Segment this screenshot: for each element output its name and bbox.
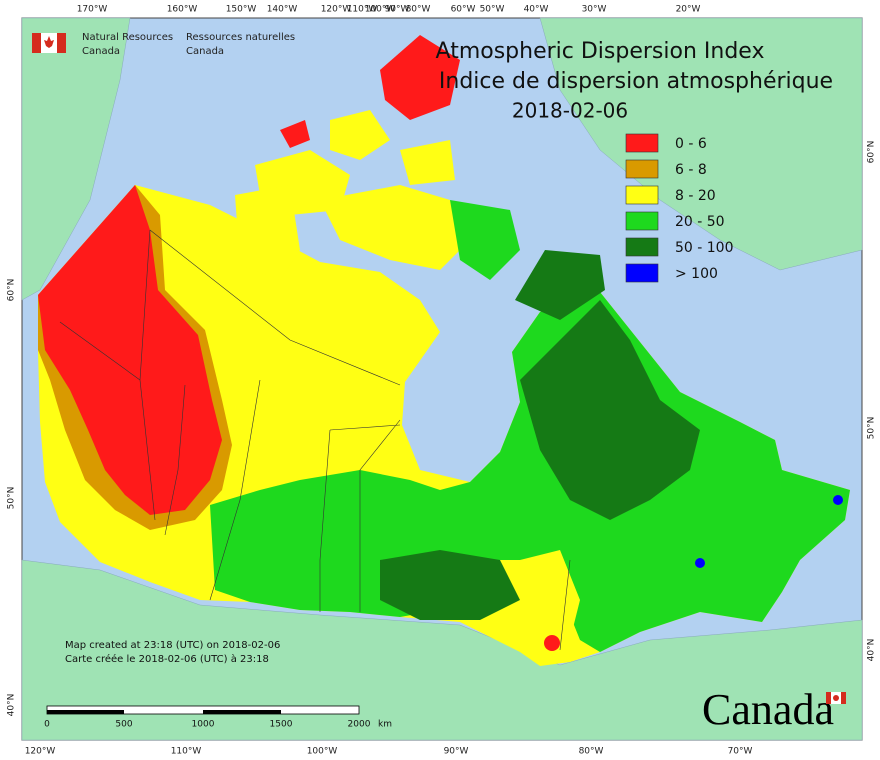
graticule-label: 60°W [451, 5, 476, 15]
agency-name: Ressources naturelles [186, 32, 295, 43]
title: Indice de dispersion atmosphérique [439, 69, 833, 94]
graticule-label: 50°N [867, 417, 877, 440]
graticule-label: 60°N [867, 141, 877, 164]
island [235, 185, 300, 280]
graticule-label: 160°W [167, 5, 198, 15]
legend-swatch [625, 211, 659, 231]
graticule-label: 110°W [171, 747, 202, 757]
island [320, 185, 470, 270]
graticule-label: 30°W [582, 5, 607, 15]
scale-bar-segment [203, 710, 281, 714]
legend-swatch [625, 185, 659, 205]
map-credit: Carte créée le 2018-02-06 (UTC) à 23:18 [65, 653, 269, 665]
graticule-label: 20°W [676, 5, 701, 15]
graticule-label: 40°N [867, 639, 877, 662]
graticule-label: 90°W [444, 747, 469, 757]
legend-swatch [625, 237, 659, 257]
legend-label: 6 - 8 [675, 162, 707, 178]
alaska [21, 17, 131, 301]
scale-label: 500 [115, 720, 132, 730]
island [380, 35, 460, 120]
labels: 170°W 160°W 150°W 140°W 120°W110°W100°W90°W8… [7, 5, 877, 757]
scale-label: 1000 [192, 720, 215, 730]
flag-bar [826, 692, 831, 704]
legend-label: 50 - 100 [675, 240, 734, 256]
scale-label: 2000 [348, 720, 371, 730]
arctic-islands [235, 35, 520, 280]
island [400, 140, 455, 185]
flag-bar [32, 33, 41, 53]
agency-name: Canada [82, 46, 120, 57]
scale-label: 1500 [270, 720, 293, 730]
graticule-label: 50°N [7, 487, 17, 510]
index-20-50 [210, 292, 850, 652]
maple-leaf [44, 36, 54, 48]
agency-name: Natural Resources [82, 32, 173, 43]
index-0-6 [38, 185, 222, 515]
graticule-label: 150°W [226, 5, 257, 15]
graticule-label: 80°W [406, 5, 431, 15]
graticule-label: 140°W [267, 5, 298, 15]
graticule-label: 50°W [480, 5, 505, 15]
flag-bar [57, 33, 66, 53]
wordmark: Canada [702, 685, 834, 734]
scale-unit: km [378, 720, 392, 730]
legend-label: 8 - 20 [675, 188, 716, 204]
greenland [539, 17, 863, 271]
graticule-label: 170°W [77, 5, 108, 15]
graticule-label: 60°N [7, 279, 17, 302]
index-8-20-south [520, 550, 580, 650]
wordmark-flag [826, 692, 846, 704]
flag-bar [841, 692, 846, 704]
island [280, 120, 310, 148]
legend-label: 0 - 6 [675, 136, 707, 152]
index-100-spot [833, 495, 843, 505]
maple-leaf [833, 695, 839, 701]
island [330, 110, 390, 160]
scale-bar-segment [47, 710, 124, 714]
scale-label: 0 [44, 720, 50, 730]
graticule-label: 120°W [321, 5, 352, 15]
index-50-100-ungava [515, 250, 605, 320]
legend-swatch [625, 263, 659, 283]
graticule-label: 90°W [385, 5, 410, 15]
graticule-label: 70°W [728, 747, 753, 757]
graticule-label: 100°W [365, 5, 396, 15]
legend-label: 20 - 50 [675, 214, 725, 230]
map-credit: Map created at 23:18 (UTC) on 2018-02-06 [65, 640, 280, 651]
united-states [21, 559, 863, 741]
index-100-spot [695, 558, 705, 568]
index-0-6-spot [544, 635, 560, 651]
island [450, 200, 520, 280]
graticule-label: 80°W [579, 747, 604, 757]
graticule-label: 40°W [524, 5, 549, 15]
title: Atmospheric Dispersion Index [436, 39, 765, 64]
index-50-100-ontario [380, 550, 520, 620]
province-borders [59, 229, 571, 651]
legend-label: > 100 [675, 266, 718, 282]
legend-swatch [625, 133, 659, 153]
graticule-label: 100°W [307, 747, 338, 757]
canada-index [38, 185, 850, 666]
nrcan-flag [32, 33, 66, 53]
title-date: 2018-02-06 [512, 99, 628, 123]
neighbour-land [21, 17, 863, 741]
index-50-100-quebec [520, 300, 700, 520]
graticule-label: 120°W [25, 747, 56, 757]
legend-swatch [625, 159, 659, 179]
graticule-label: 110°W [347, 5, 378, 15]
agency-name: Canada [186, 46, 224, 57]
graticule-label: 40°N [7, 694, 17, 717]
